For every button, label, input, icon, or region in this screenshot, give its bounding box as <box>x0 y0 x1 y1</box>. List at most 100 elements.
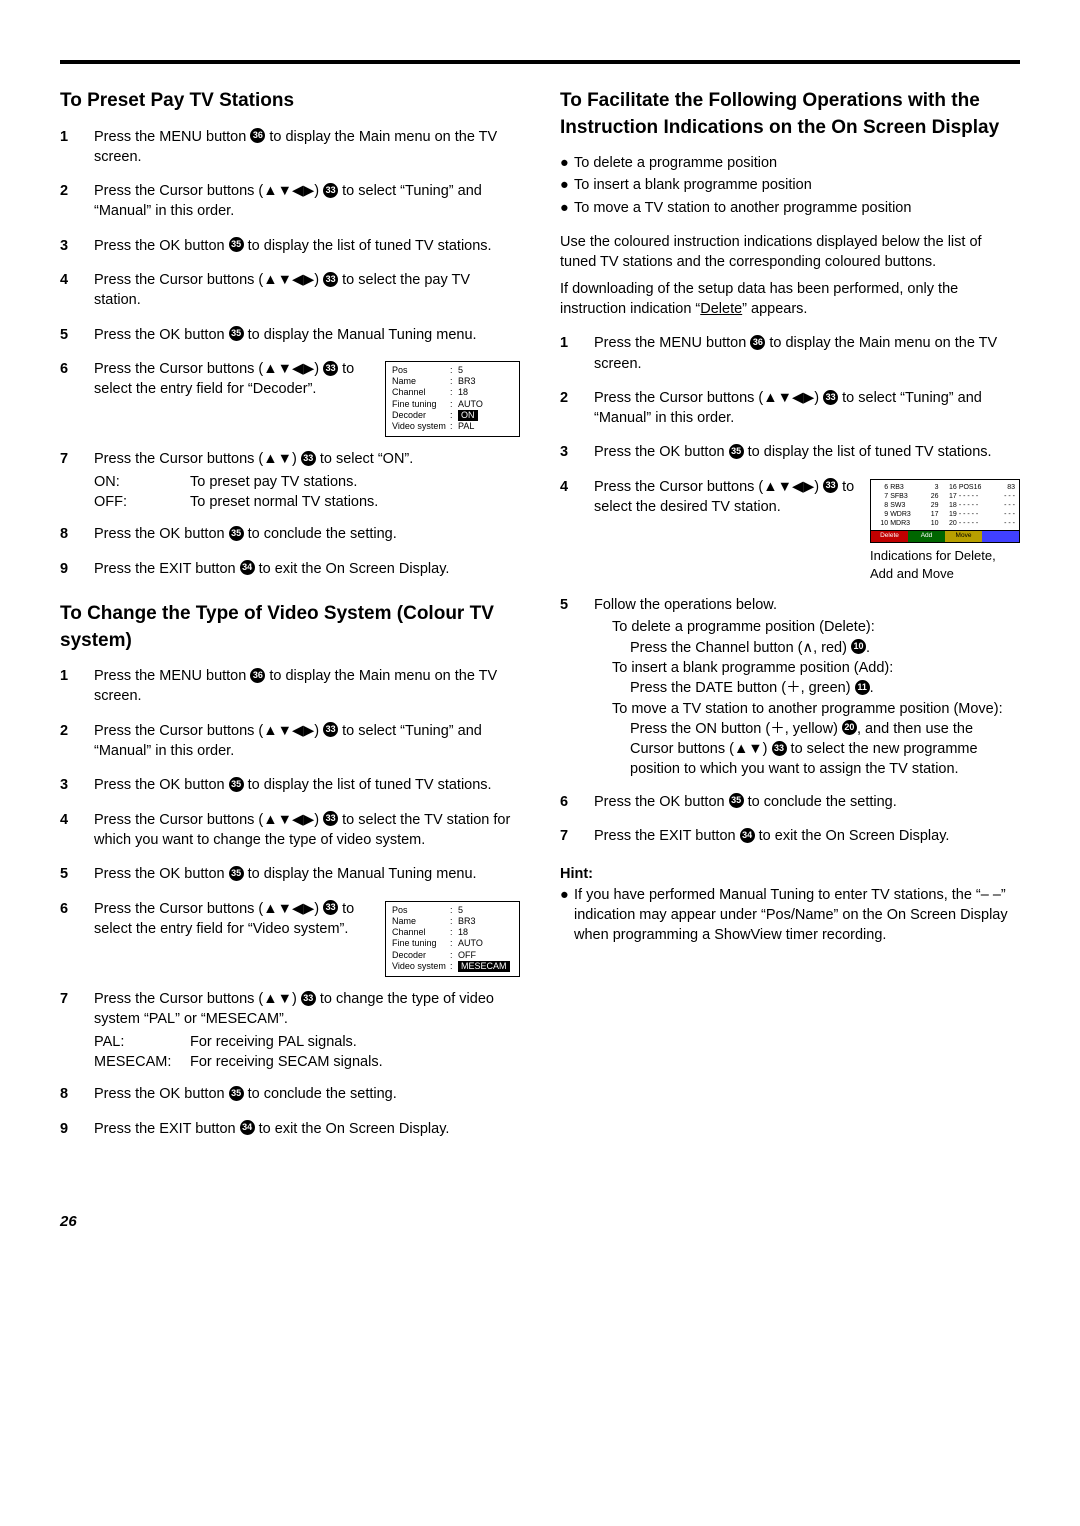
page-columns: To Preset Pay TV Stations 1Press the MEN… <box>60 88 1020 1232</box>
step-number: 3 <box>60 236 94 256</box>
bullet-mark: ● <box>560 153 574 173</box>
step-definition-row: PAL:For receiving PAL signals. <box>94 1032 520 1052</box>
instruction-step: 3Press the OK button 35 to display the l… <box>60 236 520 258</box>
instruction-step: 9Press the EXIT button 34 to exit the On… <box>60 1119 520 1141</box>
step-number: 8 <box>60 1084 94 1104</box>
step-body: Press the Cursor buttons (▲▼◀▶) 33 to se… <box>594 477 1020 583</box>
right-column: To Facilitate the Following Operations w… <box>560 88 1020 1232</box>
step-number: 7 <box>60 989 94 1009</box>
left-column: To Preset Pay TV Stations 1Press the MEN… <box>60 88 520 1232</box>
instruction-step: 7Press the Cursor buttons (▲▼) 33 to sel… <box>60 449 520 512</box>
instruction-step: 2Press the Cursor buttons (▲▼◀▶) 33 to s… <box>60 181 520 224</box>
step-text-line: Press the Cursor buttons (▲▼◀▶) 33 to se… <box>94 810 520 851</box>
step-body: Press the MENU button 36 to display the … <box>94 127 520 170</box>
instruction-step: 6Press the Cursor buttons (▲▼◀▶) 33 to s… <box>60 899 520 978</box>
tuning-osd-row: Video system:MESECAM <box>392 961 513 972</box>
reference-number-icon: 35 <box>229 526 244 541</box>
operation-heading: To move a TV station to another programm… <box>594 699 1020 719</box>
tuning-osd-row: Fine tuning:AUTO <box>392 399 513 410</box>
instruction-step: 1Press the MENU button 36 to display the… <box>60 127 520 170</box>
section3-title: To Facilitate the Following Operations w… <box>560 88 1020 141</box>
bullet-mark: ● <box>560 175 574 195</box>
step-body: Follow the operations below.To delete a … <box>594 595 1020 780</box>
step-number: 6 <box>560 792 594 812</box>
reference-number-icon: 34 <box>240 560 255 575</box>
step-definition-row: OFF:To preset normal TV stations. <box>94 492 520 512</box>
reference-number-icon: 36 <box>250 128 265 143</box>
bullet-text: To delete a programme position <box>574 153 777 173</box>
section3-para1: Use the coloured instruction indications… <box>560 232 1020 273</box>
tuning-osd-figure: Pos:5Name:BR3Channel:18Fine tuning:AUTOD… <box>385 361 520 438</box>
step-number: 1 <box>560 333 594 353</box>
top-rule <box>60 60 1020 64</box>
hint-text: If you have performed Manual Tuning to e… <box>574 885 1020 946</box>
bullet-mark: ● <box>560 885 574 946</box>
reference-number-icon: 10 <box>851 639 866 654</box>
step-text-line: Press the Cursor buttons (▲▼◀▶) 33 to se… <box>94 899 375 940</box>
step-text-line: Follow the operations below. <box>594 595 1020 615</box>
hint-bullet: ● If you have performed Manual Tuning to… <box>560 885 1020 946</box>
step-body: Press the Cursor buttons (▲▼◀▶) 33 to se… <box>94 181 520 224</box>
step-text-line: Press the EXIT button 34 to exit the On … <box>594 826 1020 846</box>
bullet-item: ●To delete a programme position <box>560 153 1020 173</box>
instruction-step: 3Press the OK button 35 to display the l… <box>60 775 520 797</box>
step-text-line: Press the EXIT button 34 to exit the On … <box>94 1119 520 1139</box>
reference-number-icon: 35 <box>729 793 744 808</box>
step-body: Press the OK button 35 to display the Ma… <box>94 864 520 886</box>
step-body: Press the Cursor buttons (▲▼◀▶) 33 to se… <box>594 388 1020 431</box>
tuning-osd-row: Pos:5 <box>392 905 513 916</box>
step-number: 3 <box>60 775 94 795</box>
station-action-move: Move <box>945 531 982 541</box>
step-number: 3 <box>560 442 594 462</box>
instruction-step: 3Press the OK button 35 to display the l… <box>560 442 1020 464</box>
step-body: Press the OK button 35 to display the li… <box>94 236 520 258</box>
step-number: 5 <box>560 595 594 615</box>
step-text-line: Press the OK button 35 to display the li… <box>94 775 520 795</box>
tuning-osd-row: Name:BR3 <box>392 376 513 387</box>
step-body: Press the OK button 35 to display the li… <box>594 442 1020 464</box>
step-text-line: Press the Cursor buttons (▲▼◀▶) 33 to se… <box>594 388 1020 429</box>
operation-detail: Press the ON button (＋, yellow) 20, and … <box>594 719 1020 780</box>
reference-number-icon: 33 <box>323 900 338 915</box>
reference-number-icon: 34 <box>240 1120 255 1135</box>
step-text-line: Press the OK button 35 to display the Ma… <box>94 325 520 345</box>
step-body: Press the EXIT button 34 to exit the On … <box>94 559 520 581</box>
step-text-line: Press the OK button 35 to display the li… <box>94 236 520 256</box>
bullet-mark: ● <box>560 198 574 218</box>
step-number: 8 <box>60 524 94 544</box>
operation-detail: Press the DATE button (＋, green) 11. <box>594 678 1020 698</box>
reference-number-icon: 11 <box>855 680 870 695</box>
step-number: 7 <box>560 826 594 846</box>
reference-number-icon: 35 <box>229 866 244 881</box>
section3-bullets: ●To delete a programme position●To inser… <box>560 153 1020 218</box>
step-body: Press the EXIT button 34 to exit the On … <box>594 826 1020 848</box>
instruction-step: 2Press the Cursor buttons (▲▼◀▶) 33 to s… <box>60 721 520 764</box>
reference-number-icon: 20 <box>842 720 857 735</box>
operation-heading: To insert a blank programme position (Ad… <box>594 658 1020 678</box>
section1-title: To Preset Pay TV Stations <box>60 88 520 115</box>
page-number: 26 <box>60 1211 520 1232</box>
instruction-step: 5Press the OK button 35 to display the M… <box>60 864 520 886</box>
tuning-osd-row: Decoder:ON <box>392 410 513 421</box>
tuning-osd-row: Name:BR3 <box>392 916 513 927</box>
step-number: 2 <box>560 388 594 408</box>
reference-number-icon: 33 <box>772 741 787 756</box>
step-number: 9 <box>60 559 94 579</box>
instruction-step: 1Press the MENU button 36 to display the… <box>560 333 1020 376</box>
step-body: Press the OK button 35 to conclude the s… <box>594 792 1020 814</box>
reference-number-icon: 36 <box>250 668 265 683</box>
step-body: Press the Cursor buttons (▲▼◀▶) 33 to se… <box>94 721 520 764</box>
step-number: 1 <box>60 666 94 686</box>
section3-para2-underline: Delete <box>700 301 742 317</box>
bullet-text: To insert a blank programme position <box>574 175 812 195</box>
bullet-item: ●To insert a blank programme position <box>560 175 1020 195</box>
step-body: Press the OK button 35 to conclude the s… <box>94 524 520 546</box>
step-number: 4 <box>60 810 94 830</box>
step-number: 5 <box>60 864 94 884</box>
step-number: 7 <box>60 449 94 469</box>
step-number: 4 <box>60 270 94 290</box>
bullet-text: To move a TV station to another programm… <box>574 198 911 218</box>
step-number: 2 <box>60 181 94 201</box>
step-text-line: Press the OK button 35 to conclude the s… <box>594 792 1020 812</box>
reference-number-icon: 35 <box>229 237 244 252</box>
